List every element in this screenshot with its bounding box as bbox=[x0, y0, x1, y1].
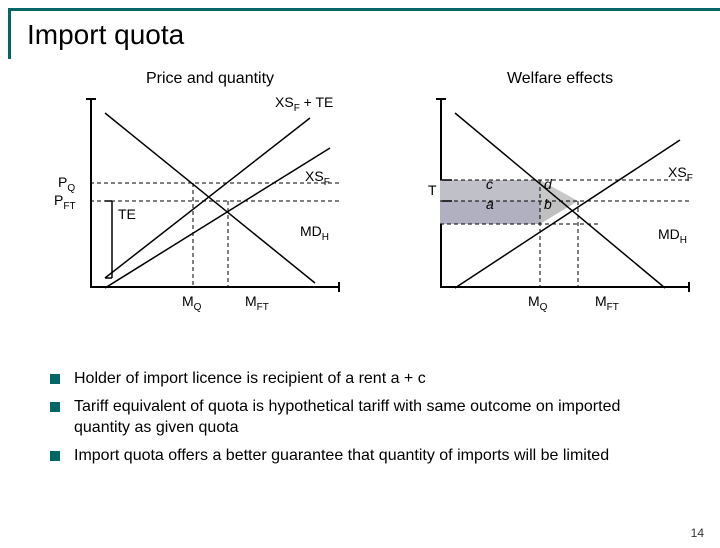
chart-price-quantity: Price and quantity PQ bbox=[50, 88, 360, 328]
chart-welfare-effects: Welfare effects T bbox=[400, 88, 710, 328]
label-t: T bbox=[428, 182, 437, 198]
page-title: Import quota bbox=[27, 19, 720, 51]
bullet-item: Import quota offers a better guarantee t… bbox=[50, 445, 680, 467]
bullet-text: Tariff equivalent of quota is hypothetic… bbox=[74, 396, 680, 439]
label-mdh-r: MDH bbox=[658, 226, 687, 246]
bullet-text: Import quota offers a better guarantee t… bbox=[74, 445, 609, 467]
chart-area: Price and quantity PQ bbox=[0, 68, 720, 348]
label-te: TE bbox=[118, 206, 136, 222]
label-mq-r: MQ bbox=[528, 293, 547, 313]
title-bar: Import quota bbox=[8, 8, 720, 59]
bullet-text: Holder of import licence is recipient of… bbox=[74, 368, 426, 390]
label-mq: MQ bbox=[182, 293, 201, 313]
label-region-b: b bbox=[544, 196, 552, 212]
label-xsf-te: XSF + TE bbox=[275, 94, 333, 114]
chart-right-title: Welfare effects bbox=[460, 70, 660, 88]
bullet-icon bbox=[50, 402, 60, 412]
label-pq: PQ bbox=[58, 174, 75, 194]
bullet-item: Holder of import licence is recipient of… bbox=[50, 368, 680, 390]
right-graph-svg bbox=[400, 88, 710, 328]
label-xsf-r: XSF bbox=[668, 164, 693, 184]
page-number: 14 bbox=[691, 526, 704, 540]
label-region-a: a bbox=[486, 196, 494, 212]
bullet-icon bbox=[50, 374, 60, 384]
label-mft-r: MFT bbox=[595, 293, 619, 313]
label-mdh: MDH bbox=[300, 223, 329, 243]
bullet-item: Tariff equivalent of quota is hypothetic… bbox=[50, 396, 680, 439]
label-mft: MFT bbox=[245, 293, 269, 313]
label-xsf: XSF bbox=[305, 168, 330, 188]
label-region-d: d bbox=[544, 176, 552, 192]
bullets-list: Holder of import licence is recipient of… bbox=[50, 368, 680, 472]
chart-left-title: Price and quantity bbox=[110, 70, 310, 88]
label-region-c: c bbox=[486, 176, 493, 192]
label-pft: PFT bbox=[54, 192, 76, 212]
left-graph-svg bbox=[50, 88, 360, 328]
bullet-icon bbox=[50, 451, 60, 461]
